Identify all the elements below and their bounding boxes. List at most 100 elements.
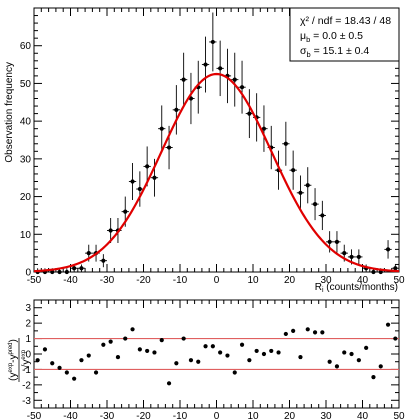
stats-chi2: χ² / ndf = 18.43 / 48 <box>300 15 391 27</box>
y-axis-label: Observation frequency <box>4 62 15 163</box>
stats-sigma: σb = 15.1 ± 0.4 <box>300 45 369 59</box>
data-point <box>72 266 77 271</box>
y-tick-label: 3 <box>25 303 31 314</box>
residual-reference-lines <box>34 337 399 371</box>
residual-point <box>181 336 186 341</box>
x-tick-label: -50 <box>27 411 42 420</box>
residual-label-denominator: √yexp <box>20 349 32 370</box>
residual-label-num-a: y <box>8 373 19 378</box>
x-tick-label: 20 <box>284 411 296 420</box>
x-tick-label: 10 <box>247 411 259 420</box>
residual-point <box>225 353 230 358</box>
data-point <box>166 145 172 150</box>
data-point <box>64 269 69 275</box>
residual-point <box>166 381 172 386</box>
residual-point <box>334 364 340 369</box>
data-point <box>203 62 208 67</box>
x-tick-label: -30 <box>100 411 115 420</box>
residual-point <box>50 361 55 366</box>
residual-label-sqrt: √ <box>20 364 32 370</box>
residual-point <box>232 370 237 375</box>
x-tick-label: 20 <box>284 275 296 286</box>
residual-plot-y-tick-labels: -3 -2 -1 0 1 2 3 <box>22 303 31 407</box>
residual-point <box>239 342 245 347</box>
x-axis-label-symbol: R <box>315 282 322 293</box>
data-point <box>261 126 267 131</box>
x-tick-label: 10 <box>247 275 259 286</box>
residual-label-den: y <box>21 360 32 365</box>
residual-label-open-paren: ( <box>8 377 19 381</box>
y-tick-label: -2 <box>22 380 31 391</box>
data-point <box>210 39 215 45</box>
x-tick-label: -20 <box>136 411 151 420</box>
data-point <box>305 183 310 188</box>
data-point <box>159 126 164 131</box>
residual-point <box>210 344 215 349</box>
residual-point <box>137 347 142 352</box>
residual-point <box>298 354 303 360</box>
stats-mean-subscript: b <box>306 35 310 44</box>
residual-point <box>35 358 40 363</box>
residual-point <box>356 358 361 363</box>
residual-point <box>152 350 157 355</box>
x-axis-label-subscript: i <box>322 287 324 294</box>
stats-mean: μb = 0.0 ± 0.5 <box>300 30 363 44</box>
data-point <box>57 269 62 275</box>
residual-point <box>64 370 69 375</box>
residual-label-numerator: (yexp-ypred) <box>8 339 19 381</box>
x-tick-label: 50 <box>393 275 405 286</box>
x-tick-label: -40 <box>63 411 78 420</box>
data-point <box>385 247 391 252</box>
residual-y-axis-label: (yexp-ypred) √yexp <box>8 338 32 382</box>
data-point <box>312 202 318 207</box>
residual-point <box>327 359 332 364</box>
residual-point <box>291 328 296 333</box>
data-point <box>137 186 142 192</box>
gaussian-fit-curve <box>33 72 400 273</box>
residual-label-den-sup: exp <box>21 349 27 359</box>
residual-point <box>42 347 48 352</box>
x-axis-label: Ri (counts/months) <box>315 282 398 294</box>
data-point <box>247 111 252 116</box>
fit-plot-y-tick-labels: 0 10 20 30 40 50 60 <box>20 41 32 278</box>
residual-label-num-a-sup: exp <box>8 362 14 372</box>
data-point <box>232 77 237 82</box>
residual-point <box>101 342 106 347</box>
data-point <box>152 175 157 180</box>
residual-point <box>123 336 128 341</box>
y-tick-label: 0 <box>25 350 31 361</box>
residual-point <box>174 361 179 366</box>
residual-point <box>276 350 281 355</box>
residual-label-num-b: y <box>8 354 19 359</box>
data-point <box>50 269 55 275</box>
fit-stats-box: χ² / ndf = 18.43 / 48 μb = 0.0 ± 0.5 σb … <box>289 7 400 62</box>
residual-point <box>320 330 325 335</box>
residual-point <box>72 376 77 381</box>
x-tick-label: 40 <box>357 275 369 286</box>
residual-point <box>254 348 259 354</box>
residual-point <box>86 353 91 358</box>
x-tick-label: 0 <box>214 275 220 286</box>
data-point <box>349 254 354 260</box>
x-tick-label: 40 <box>357 411 369 420</box>
fit-plot-panel: -50 -40 -30 -20 -10 0 10 20 30 40 50 0 10 20 30 40 50 60… <box>4 7 405 294</box>
residual-point <box>342 350 347 355</box>
stats-box-frame <box>289 7 400 62</box>
y-tick-label: 50 <box>20 79 32 90</box>
data-point <box>101 258 106 263</box>
x-tick-label: -20 <box>136 275 151 286</box>
fit-plot-x-tick-labels: -50 -40 -30 -20 -10 0 10 20 30 40 50 <box>27 275 405 286</box>
residual-point <box>269 348 274 354</box>
data-point <box>239 85 245 90</box>
stats-mean-symbol: μ <box>300 30 306 42</box>
data-point <box>174 107 179 112</box>
x-tick-label: 0 <box>214 411 220 420</box>
y-tick-label: 2 <box>25 319 31 330</box>
residual-point <box>57 365 62 370</box>
residual-data-points <box>35 322 398 386</box>
y-tick-label: 40 <box>20 117 32 128</box>
residual-point <box>378 364 383 369</box>
residual-point <box>115 354 121 360</box>
y-tick-label: -1 <box>22 365 31 376</box>
x-tick-label: 50 <box>393 411 405 420</box>
